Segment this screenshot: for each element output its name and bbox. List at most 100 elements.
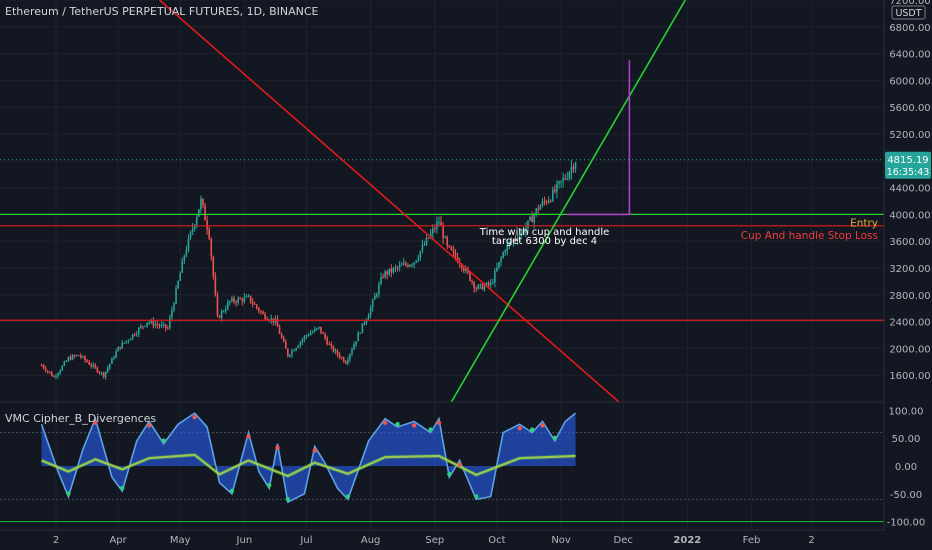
candle-body — [233, 298, 235, 302]
candle-body — [245, 296, 248, 298]
candle-body — [305, 335, 308, 337]
candle-body — [212, 256, 215, 277]
gridlines — [0, 0, 884, 530]
time-tick-label: Nov — [551, 535, 571, 546]
chart-title: Ethereum / TetherUS PERPETUAL FUTURES, 1… — [5, 5, 319, 18]
candle-body — [181, 260, 184, 273]
candle-body — [489, 282, 492, 286]
candle-body — [309, 332, 312, 336]
candle-body — [413, 262, 415, 265]
currency-tag[interactable] — [891, 5, 926, 20]
candle-body — [475, 288, 478, 290]
candle-body — [177, 280, 179, 289]
candle-body — [86, 360, 88, 363]
candle-body — [442, 225, 444, 239]
candle-body — [282, 337, 285, 342]
candle-body — [508, 242, 511, 245]
candle-body — [574, 162, 577, 169]
price-tick-label: 6400.00 — [889, 50, 930, 61]
osc-tick-label: -50.00 — [890, 490, 922, 501]
candle-body — [117, 346, 119, 352]
drawing-overlays[interactable] — [0, 0, 884, 402]
osc-buy-dot — [229, 488, 235, 494]
candle-body — [552, 189, 554, 201]
osc-buy-dot — [474, 494, 479, 499]
candle-body — [462, 268, 465, 271]
candle-body — [322, 332, 324, 334]
osc-buy-dot — [428, 427, 433, 432]
trendline-uptrend[interactable] — [450, 0, 686, 402]
candle-body — [394, 267, 397, 269]
price-tick-label: 3600.00 — [889, 237, 930, 248]
osc-sell-dot — [275, 445, 280, 450]
candle-body — [568, 172, 571, 179]
osc-money-flow-band — [40, 452, 576, 479]
candle-body — [537, 208, 540, 210]
osc-sell-dot — [517, 426, 522, 431]
candle-body — [523, 230, 525, 233]
candle-body — [541, 201, 544, 206]
candle-body — [340, 357, 343, 359]
candle-body — [510, 241, 513, 243]
candle-body — [169, 317, 171, 329]
candle-body — [193, 224, 196, 229]
candle-body — [237, 298, 239, 303]
candle-body — [191, 228, 194, 232]
candle-body — [332, 346, 335, 352]
candle-body — [361, 323, 364, 334]
candle-body — [504, 250, 506, 253]
price-tick-label: 7200.00 — [889, 0, 930, 7]
candle-body — [249, 295, 252, 303]
candle-body — [202, 198, 204, 206]
candle-body — [65, 360, 68, 362]
trendline-downtrend[interactable] — [158, 0, 620, 402]
price-badge[interactable] — [885, 151, 931, 179]
candle-body — [514, 239, 517, 241]
osc-buy-dot — [267, 483, 272, 488]
osc-buy-dot — [285, 496, 291, 502]
candle-body — [419, 251, 422, 258]
candle-body — [347, 359, 349, 364]
osc-sell-dot — [457, 462, 462, 467]
candle-body — [487, 282, 490, 286]
time-tick-label: Jun — [236, 535, 253, 546]
candle-body — [247, 295, 250, 297]
osc-sell-dot — [540, 423, 545, 428]
hline-label: Cup And handle Stop Loss — [741, 230, 878, 242]
candle-body — [460, 264, 463, 269]
candle-body — [270, 318, 273, 321]
time-tick-label: 2 — [53, 535, 59, 546]
candle-body — [313, 329, 316, 332]
price-tick-label: 4400.00 — [889, 184, 930, 195]
candle-body — [545, 201, 548, 203]
osc-tick-label: 0.00 — [895, 462, 917, 473]
candle-body — [496, 267, 498, 272]
candle-body — [562, 178, 564, 181]
candle-body — [560, 180, 562, 182]
candle-body — [502, 252, 504, 258]
candle-body — [494, 271, 496, 283]
candle-body — [251, 302, 254, 304]
candle-body — [119, 346, 121, 349]
candle-body — [129, 338, 132, 341]
candle-body — [411, 264, 413, 266]
osc-buy-dot — [529, 427, 535, 432]
candle-body — [334, 350, 337, 352]
price-tick-label: 4000.00 — [889, 210, 930, 221]
candle-body — [392, 267, 395, 273]
candle-body — [179, 272, 181, 281]
candle-body — [135, 333, 138, 336]
candle-body — [398, 265, 401, 268]
candle-body — [378, 284, 380, 294]
osc-buy-dot — [120, 485, 125, 491]
candle-body — [77, 355, 80, 357]
candle-body — [446, 237, 449, 246]
candle-body — [98, 372, 101, 374]
candle-body — [316, 328, 318, 330]
osc-buy-dot — [161, 438, 166, 443]
osc-sell-dot — [312, 448, 317, 453]
candle-body — [102, 372, 105, 378]
candlestick-series — [40, 159, 577, 380]
osc-tick-label: -100.00 — [887, 518, 926, 529]
